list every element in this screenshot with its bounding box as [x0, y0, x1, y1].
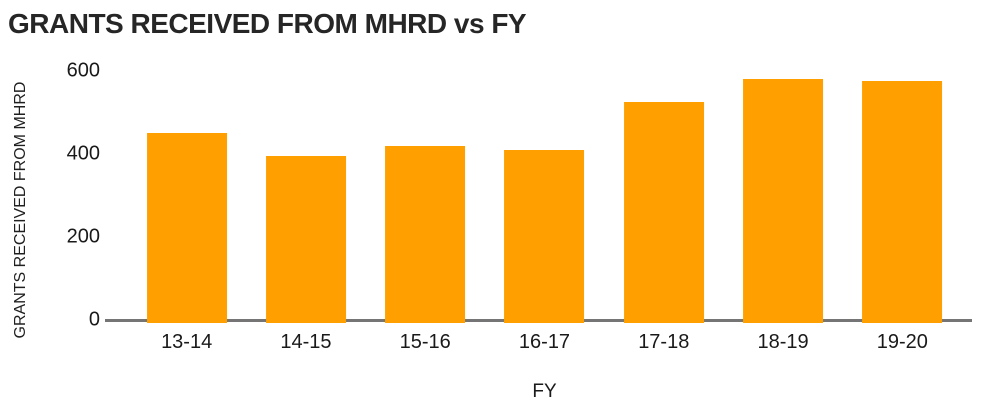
- bar-band: 14-15: [246, 71, 365, 353]
- bar-band: 15-16: [366, 71, 485, 353]
- x-tick-label: 14-15: [280, 331, 332, 353]
- plot-area: 13-14 14-15 15-16 16-17 17-18 18-19 19-20: [105, 71, 972, 353]
- bar-band: 16-17: [485, 71, 604, 353]
- y-tick-column: 600 400 200 0: [0, 60, 100, 331]
- y-tick-label: 400: [66, 142, 100, 165]
- bar: [623, 102, 704, 323]
- bar: [146, 133, 227, 323]
- x-tick-label: 19-20: [876, 331, 928, 353]
- x-tick-label: 15-16: [399, 331, 451, 353]
- bar-band: 18-19: [723, 71, 842, 353]
- bar-band: 17-18: [604, 71, 723, 353]
- x-tick-label: 18-19: [757, 331, 809, 353]
- bar: [862, 81, 943, 323]
- y-tick-label: 600: [66, 59, 100, 82]
- x-axis-label: FY: [532, 381, 557, 402]
- bar: [743, 79, 823, 323]
- x-tick-label: 13-14: [161, 331, 213, 353]
- bar-band: 13-14: [127, 71, 246, 353]
- bar: [504, 149, 585, 323]
- chart-title: GRANTS RECEIVED FROM MHRD vs FY: [8, 8, 527, 39]
- x-tick-label: 17-18: [638, 331, 690, 353]
- bar: [265, 156, 346, 323]
- x-tick-label: 16-17: [518, 331, 571, 353]
- bar: [385, 145, 466, 323]
- bar-band: 19-20: [843, 71, 962, 353]
- y-tick-label: 200: [66, 225, 100, 248]
- y-tick-label: 0: [88, 308, 100, 331]
